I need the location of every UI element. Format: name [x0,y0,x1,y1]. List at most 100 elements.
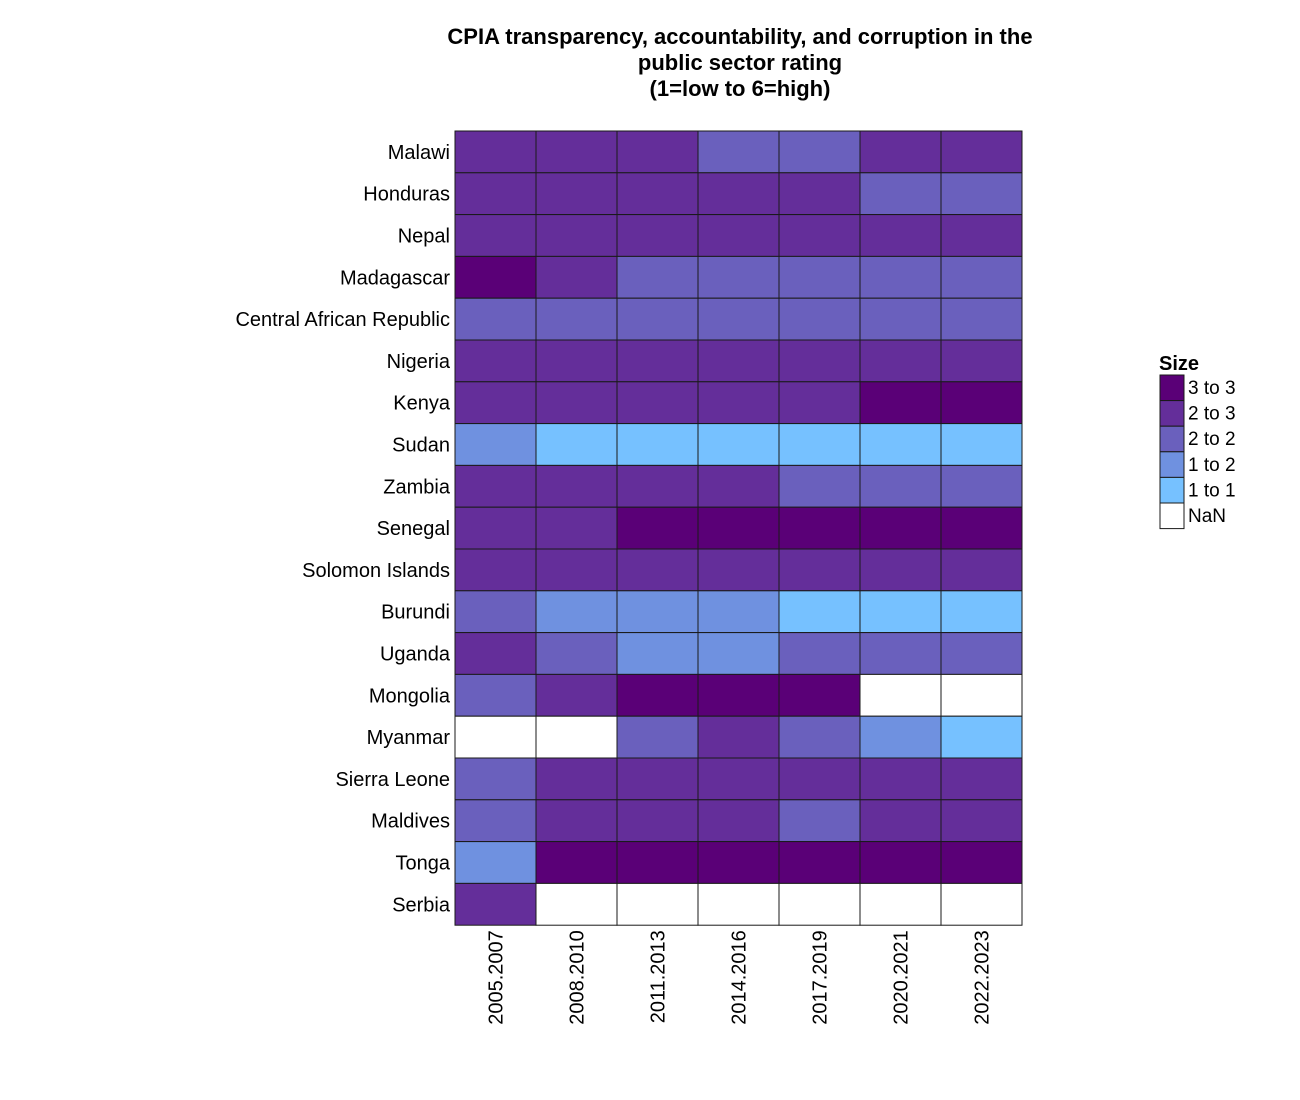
heatmap-cell-10-4 [778,548,861,592]
heatmap-cell-9-2 [616,506,699,550]
heatmap-cell-0-4 [778,130,861,174]
heatmap-cell-0-2 [616,130,699,174]
heatmap-cell-12-6 [940,632,1023,675]
heatmap-cell-11-5 [859,590,942,634]
legend-swatch [1159,451,1185,478]
heatmap-cell-17-5 [859,841,942,884]
heatmap-cell-11-6 [940,590,1023,634]
heatmap-cell-8-5 [859,464,942,508]
heatmap-cell-9-6 [940,506,1023,550]
heatmap-cell-18-6 [940,882,1023,926]
heatmap-cell-6-5 [859,381,942,425]
heatmap-cell-8-0 [454,464,537,508]
heatmap-cell-18-2 [616,882,699,926]
heatmap-cell-14-2 [616,715,699,759]
x-tick-label: 2008.2010 [567,930,589,1025]
heatmap-cell-7-6 [940,423,1023,466]
heatmap-cell-5-0 [454,339,537,383]
heatmap-cell-6-2 [616,381,699,425]
y-tick-label: Mongolia [369,685,451,707]
heatmap-cell-10-1 [535,548,618,592]
heatmap-cell-8-1 [535,464,618,508]
heatmap-cell-18-0 [454,882,537,926]
heatmap-cell-11-2 [616,590,699,634]
heatmap-cell-8-4 [778,464,861,508]
y-tick-label: Maldives [371,811,450,833]
heatmap-cell-4-6 [940,297,1023,341]
legend-swatch [1159,476,1185,504]
heatmap-cell-14-3 [697,715,780,759]
heatmap-cell-8-3 [697,464,780,508]
heatmap-cell-13-4 [778,673,861,717]
heatmap-cell-18-4 [778,882,861,926]
heatmap-cell-13-0 [454,673,537,717]
heatmap-cell-0-3 [697,130,780,174]
heatmap-cell-5-3 [697,339,780,383]
heatmap-cell-9-4 [778,506,861,550]
heatmap-cell-5-4 [778,339,861,383]
heatmap-cell-10-6 [940,548,1023,592]
heatmap-cell-2-2 [616,214,699,257]
heatmap-cell-13-5 [859,673,942,717]
heatmap-cell-13-2 [616,673,699,717]
heatmap-cell-4-5 [859,297,942,341]
y-tick-label: Uganda [380,644,451,666]
heatmap-cell-3-5 [859,255,942,299]
heatmap-cell-1-6 [940,172,1023,216]
heatmap-cell-14-1 [535,715,618,759]
heatmap-cell-16-1 [535,799,618,843]
y-tick-label: Zambia [383,476,451,498]
y-tick-label: Sierra Leone [335,769,450,791]
y-tick-label: Solomon Islands [302,560,450,582]
heatmap-cell-1-3 [697,172,780,216]
chart-title-line-3: (1=low to 6=high) [650,76,831,101]
legend-swatch [1159,425,1185,453]
heatmap-cell-2-3 [697,214,780,257]
y-tick-label: Nigeria [387,351,451,373]
heatmap-cell-18-3 [697,882,780,926]
heatmap-cell-0-5 [859,130,942,174]
heatmap-cell-15-0 [454,757,537,801]
heatmap-cell-16-5 [859,799,942,843]
chart-title-line-1: CPIA transparency, accountability, and c… [447,24,1032,49]
heatmap-cell-7-3 [697,423,780,466]
chart-title: CPIA transparency, accountability, and c… [447,24,1032,101]
heatmap-cell-2-5 [859,214,942,257]
y-tick-label: Madagascar [340,267,450,289]
x-tick-label: 2014.2016 [729,930,751,1025]
heatmap-cell-1-0 [454,172,537,216]
heatmap-cell-16-3 [697,799,780,843]
heatmap-cell-9-3 [697,506,780,550]
heatmap-cell-6-6 [940,381,1023,425]
heatmap-cell-4-4 [778,297,861,341]
heatmap-cell-13-3 [697,673,780,717]
heatmap-cell-17-1 [535,841,618,884]
y-tick-label: Serbia [392,894,451,916]
y-tick-label: Malawi [388,142,450,164]
heatmap-cell-4-2 [616,297,699,341]
heatmap-cells [454,130,1023,926]
heatmap-cell-8-6 [940,464,1023,508]
heatmap-cell-0-0 [454,130,537,174]
y-tick-label: Burundi [381,602,450,624]
heatmap-cell-4-0 [454,297,537,341]
heatmap-cell-0-6 [940,130,1023,174]
heatmap-cell-0-1 [535,130,618,174]
heatmap-cell-16-2 [616,799,699,843]
heatmap-cell-10-2 [616,548,699,592]
heatmap-cell-3-0 [454,255,537,299]
legend-label: NaN [1188,506,1226,527]
heatmap-cell-12-0 [454,632,537,675]
heatmap-cell-3-2 [616,255,699,299]
y-tick-label: Nepal [398,226,450,248]
heatmap-cell-16-6 [940,799,1023,843]
heatmap-cell-7-5 [859,423,942,466]
legend-swatch [1159,400,1185,427]
heatmap-cell-15-4 [778,757,861,801]
heatmap-cell-15-1 [535,757,618,801]
heatmap-cell-17-6 [940,841,1023,884]
heatmap-cell-3-6 [940,255,1023,299]
heatmap-cell-14-4 [778,715,861,759]
y-tick-label: Senegal [377,518,450,540]
